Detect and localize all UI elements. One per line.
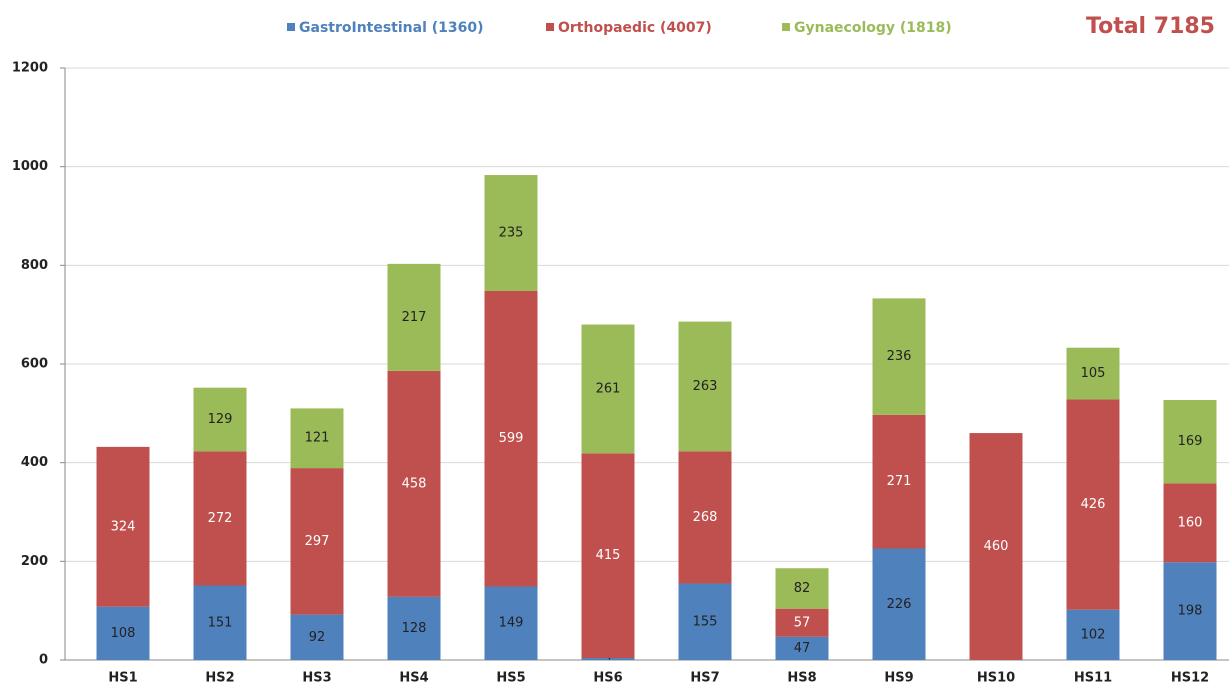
legend-label: GastroIntestinal (1360)	[299, 20, 484, 36]
bar-segment	[1066, 347, 1120, 400]
x-tick-label: HS11	[1074, 671, 1112, 686]
bar-segment	[775, 636, 829, 660]
x-tick-label: HS12	[1171, 671, 1209, 686]
x-tick-label: HS1	[108, 671, 137, 686]
x-tick-label: HS5	[496, 671, 525, 686]
bar-segment	[193, 585, 247, 660]
data-label: 236	[887, 349, 912, 364]
data-label: 108	[111, 626, 136, 641]
bar-segment	[96, 446, 150, 607]
bar-segment	[387, 596, 441, 660]
y-tick-label: 200	[21, 554, 48, 569]
y-tick-label: 600	[21, 357, 48, 372]
data-label: 160	[1178, 515, 1203, 530]
data-label: 272	[208, 511, 233, 526]
x-tick-label: HS6	[593, 671, 622, 686]
data-label: 47	[794, 641, 811, 656]
bar-segment	[387, 370, 441, 597]
bar-segment	[775, 608, 829, 637]
data-label: 105	[1081, 366, 1106, 381]
bar-segment	[1066, 399, 1120, 610]
bar-segment	[290, 468, 344, 615]
data-label: 102	[1081, 627, 1106, 642]
bar-segment	[581, 658, 635, 660]
data-label: 226	[887, 597, 912, 612]
legend-swatch	[782, 23, 790, 31]
data-label: 599	[499, 431, 524, 446]
bar-segment	[678, 583, 732, 660]
data-label: 169	[1178, 434, 1203, 449]
bar-segment	[1163, 400, 1217, 484]
bar-segment	[872, 548, 926, 660]
bar-segment	[872, 298, 926, 415]
x-tick-label: HS10	[977, 671, 1015, 686]
bar-segment	[1163, 483, 1217, 563]
bar-segment	[387, 263, 441, 371]
data-label: 121	[305, 431, 330, 446]
x-tick-label: HS4	[399, 671, 428, 686]
bar-segment	[96, 606, 150, 660]
bar-segment	[193, 451, 247, 586]
data-label: 92	[309, 630, 326, 645]
data-label: 128	[402, 621, 427, 636]
data-label: 268	[693, 510, 718, 525]
data-label: 235	[499, 226, 524, 241]
data-label: 324	[111, 519, 136, 534]
bar-segment	[678, 321, 732, 452]
x-tick-label: HS8	[787, 671, 816, 686]
data-label: 297	[305, 534, 330, 549]
x-tick-label: HS2	[205, 671, 234, 686]
y-tick-label: 1200	[12, 61, 48, 76]
bar-segment	[581, 453, 635, 659]
bar-segment	[484, 586, 538, 660]
legend-label: Orthopaedic (4007)	[558, 20, 712, 36]
bar-segment	[581, 324, 635, 454]
data-label: 198	[1178, 604, 1203, 619]
data-label: 261	[596, 381, 621, 396]
bar-segment	[969, 433, 1023, 660]
data-label: 129	[208, 412, 233, 427]
data-label: 460	[984, 539, 1009, 554]
data-label: 155	[693, 614, 718, 629]
bar-segment	[678, 451, 732, 584]
data-label: 151	[208, 615, 233, 630]
bar-segment	[775, 568, 829, 609]
x-tick-label: HS9	[884, 671, 913, 686]
x-tick-label: HS3	[302, 671, 331, 686]
legend-swatch	[287, 23, 295, 31]
data-label: 149	[499, 616, 524, 631]
y-tick-label: 1000	[12, 159, 48, 174]
data-label: 263	[693, 379, 718, 394]
data-label: 57	[794, 615, 811, 630]
data-label: 217	[402, 310, 427, 325]
y-tick-label: 0	[39, 653, 48, 668]
data-label: 271	[887, 474, 912, 489]
bar-segment	[290, 614, 344, 660]
bar-segment	[872, 414, 926, 549]
data-label: 82	[794, 581, 811, 596]
bar-segment	[1066, 609, 1120, 660]
legend-swatch	[546, 23, 554, 31]
x-tick-label: HS7	[690, 671, 719, 686]
bar-segment	[290, 408, 344, 469]
data-label: 415	[596, 548, 621, 563]
bar-segment	[484, 290, 538, 587]
data-label: 426	[1081, 497, 1106, 512]
bar-segment	[1163, 562, 1217, 660]
bar-segment	[484, 175, 538, 291]
total-annotation: Total 7185	[1086, 14, 1215, 39]
y-tick-label: 800	[21, 258, 48, 273]
legend-label: Gynaecology (1818)	[794, 20, 952, 36]
data-label: 458	[402, 476, 427, 491]
bar-segment	[193, 387, 247, 452]
y-tick-label: 400	[21, 455, 48, 470]
